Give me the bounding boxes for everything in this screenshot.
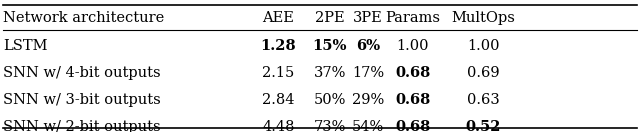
Text: 0.52: 0.52: [465, 120, 501, 132]
Text: SNN w/ 3-bit outputs: SNN w/ 3-bit outputs: [3, 93, 161, 107]
Text: SNN w/ 4-bit outputs: SNN w/ 4-bit outputs: [3, 66, 161, 80]
Text: 0.69: 0.69: [467, 66, 499, 80]
Text: 4.48: 4.48: [262, 120, 294, 132]
Text: Network architecture: Network architecture: [3, 11, 164, 25]
Text: 1.00: 1.00: [397, 39, 429, 53]
Text: 1.28: 1.28: [260, 39, 296, 53]
Text: Params: Params: [385, 11, 440, 25]
Text: AEE: AEE: [262, 11, 294, 25]
Text: 0.68: 0.68: [395, 66, 431, 80]
Text: 73%: 73%: [314, 120, 346, 132]
Text: LSTM: LSTM: [3, 39, 48, 53]
Text: 2PE: 2PE: [315, 11, 344, 25]
Text: MultOps: MultOps: [451, 11, 515, 25]
Text: SNN w/ 2-bit outputs: SNN w/ 2-bit outputs: [3, 120, 161, 132]
Text: 0.68: 0.68: [395, 93, 431, 107]
Text: 17%: 17%: [352, 66, 384, 80]
Text: 15%: 15%: [312, 39, 347, 53]
Text: 29%: 29%: [352, 93, 384, 107]
Text: 1.00: 1.00: [467, 39, 499, 53]
Text: 37%: 37%: [314, 66, 346, 80]
Text: 0.63: 0.63: [467, 93, 500, 107]
Text: 0.68: 0.68: [395, 120, 431, 132]
Text: 50%: 50%: [314, 93, 346, 107]
Text: 2.15: 2.15: [262, 66, 294, 80]
Text: 3PE: 3PE: [353, 11, 383, 25]
Text: 6%: 6%: [356, 39, 380, 53]
Text: 2.84: 2.84: [262, 93, 294, 107]
Text: 54%: 54%: [352, 120, 384, 132]
